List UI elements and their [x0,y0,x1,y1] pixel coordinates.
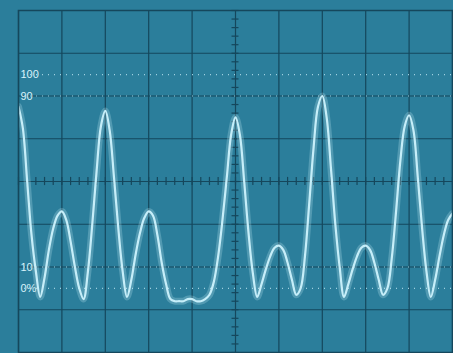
svg-text:0%: 0% [20,281,37,294]
svg-text:90: 90 [21,90,33,102]
svg-text:10: 10 [21,261,33,273]
svg-text:100: 100 [21,68,39,80]
